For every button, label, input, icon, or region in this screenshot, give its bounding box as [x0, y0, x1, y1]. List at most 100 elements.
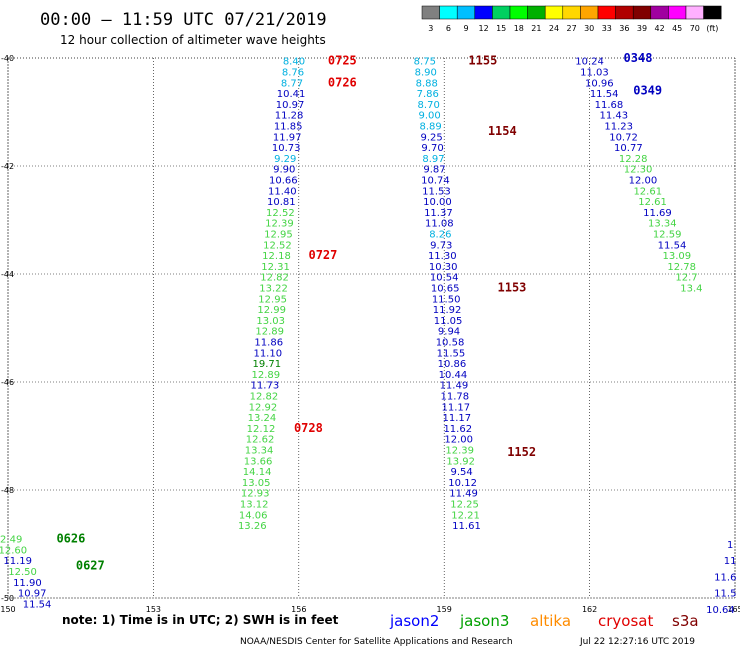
- swh-value-label: 8.89: [419, 122, 441, 133]
- swh-value-label: 12.52: [266, 208, 295, 219]
- swh-value-label: 12.49: [0, 535, 22, 546]
- swh-value-label: 12.62: [246, 435, 275, 446]
- colorbar-swatch: [685, 5, 704, 20]
- swh-value-label: 11.49: [440, 381, 469, 392]
- colorbar-label: (ft): [706, 24, 718, 33]
- swh-value-label: 11.54: [23, 599, 52, 610]
- swh-value-label: 10.72: [609, 132, 638, 143]
- swh-value-label: 13.05: [242, 478, 271, 489]
- pass-time-labels: 0725 0726 0727 0728 1155 1154 1153 1152 0348 0349…: [56, 51, 662, 573]
- swh-value-label: 11.90: [13, 578, 42, 589]
- swh-value-label: 10.41: [277, 89, 306, 100]
- pass-time-label: 1154: [488, 124, 517, 138]
- colorbar-swatch: [668, 5, 687, 20]
- satellite-legend-s3a: s3a: [672, 612, 699, 630]
- swh-value-label: 13.92: [446, 456, 475, 467]
- swh-value-label: 9.90: [273, 165, 295, 176]
- colorbar-swatch: [650, 5, 669, 20]
- swh-value-label: 9.00: [419, 111, 441, 122]
- y-tick-label: -40: [1, 54, 14, 63]
- colorbar-label: 12: [479, 24, 489, 33]
- swh-value-label: 10.44: [439, 370, 468, 381]
- colorbar-label: 42: [655, 24, 665, 33]
- chart-subtitle: 12 hour collection of altimeter wave hei…: [60, 33, 326, 47]
- swh-value-label: 13.66: [244, 456, 273, 467]
- pass-time-label: 0349: [633, 83, 662, 97]
- pass-time-label: 0626: [56, 532, 85, 546]
- swh-value-label: 11.43: [600, 111, 629, 122]
- swh-value-label: 12.30: [624, 165, 653, 176]
- swh-value-label: 11.17: [442, 413, 471, 424]
- chart-title: 00:00 – 11:59 UTC 07/21/2019: [40, 10, 327, 30]
- swh-value-label: 10.81: [267, 197, 296, 208]
- swh-value-label: 1: [727, 540, 733, 551]
- swh-value-label: 13.26: [238, 521, 267, 532]
- swh-value-label: 12.82: [250, 392, 279, 403]
- pass-time-label: 1153: [498, 281, 527, 295]
- satellite-legend-cryosat: cryosat: [598, 612, 653, 630]
- colorbar-label: 33: [602, 24, 612, 33]
- pass-time-label: 1155: [468, 54, 497, 68]
- colorbar-label: 15: [496, 24, 506, 33]
- swh-value-label: 11.40: [268, 186, 297, 197]
- swh-value-label: 10.65: [431, 284, 460, 295]
- map-grid: [7, 57, 736, 599]
- swh-value-label: 11.68: [595, 100, 624, 111]
- swh-value-label: 14.06: [239, 510, 268, 521]
- swh-value-label: 9.94: [438, 327, 460, 338]
- swh-value-label: 12.25: [450, 500, 479, 511]
- swh-value-label: 11.85: [274, 122, 303, 133]
- swh-value-label: 11.28: [275, 111, 304, 122]
- swh-value-label: 12.18: [262, 251, 291, 262]
- swh-value-label: 8.76: [282, 68, 304, 79]
- swh-value-label: 9.54: [451, 467, 473, 478]
- swh-value-label: 12.50: [8, 567, 37, 578]
- pass-time-label: 0726: [328, 75, 357, 89]
- swh-value-label: 8.26: [429, 230, 451, 241]
- colorbar-label: 21: [531, 24, 541, 33]
- swh-value-label: 12.39: [265, 219, 294, 230]
- swh-value-label: 12.61: [633, 186, 662, 197]
- swh-value-label: 13.34: [245, 446, 274, 457]
- credit-text: NOAA/NESDIS Center for Satellite Applica…: [240, 637, 513, 647]
- y-tick-label: -42: [1, 162, 14, 171]
- swh-value-label: 12.21: [451, 510, 480, 521]
- swh-value-label: 8.70: [418, 100, 440, 111]
- swh-value-label: 11.78: [441, 392, 470, 403]
- swh-value-label: 11.50: [432, 294, 461, 305]
- swh-value-label: 13.12: [240, 500, 269, 511]
- swh-value-label: 11.5: [714, 589, 736, 600]
- timestamp-text: Jul 22 12:27:16 UTC 2019: [579, 637, 695, 647]
- swh-value-label: 12.28: [619, 154, 648, 165]
- swh-value-label: 19.71: [252, 359, 281, 370]
- colorbar-swatch: [456, 5, 476, 20]
- colorbar-label: 36: [619, 24, 629, 33]
- colorbar-label: 3: [428, 24, 433, 33]
- swh-value-label: 11.61: [452, 521, 481, 532]
- y-tick-label: -46: [1, 378, 14, 387]
- colorbar-swatch: [421, 5, 440, 20]
- pass-time-label: 0728: [294, 421, 323, 435]
- swh-value-label: 11.54: [658, 240, 687, 251]
- colorbar-swatch: [527, 5, 546, 20]
- swh-value-label: 13.4: [680, 284, 702, 295]
- swh-value-label: 12.78: [667, 262, 696, 273]
- swh-value-label: 7.86: [417, 89, 439, 100]
- swh-value-label: 8.77: [281, 78, 303, 89]
- swh-value-label: 11.73: [251, 381, 280, 392]
- swh-value-label: 11.6: [714, 572, 736, 583]
- swh-value-label: 12.12: [247, 424, 276, 435]
- swh-value-label: 12.89: [252, 370, 281, 381]
- swh-value-label: 12.61: [638, 197, 667, 208]
- longitude-ticks: 150 153 156 159 162 165: [0, 605, 740, 614]
- swh-value-label: 10.00: [423, 197, 452, 208]
- y-tick-label: -44: [1, 270, 14, 279]
- colorbar-label: 30: [584, 24, 594, 33]
- swh-value-label: 12.00: [629, 176, 658, 187]
- x-tick-label: 162: [582, 605, 597, 614]
- swh-value-label: 10.96: [585, 78, 614, 89]
- swh-value-label: 10.74: [421, 176, 450, 187]
- footer-note: note: 1) Time is in UTC; 2) SWH is in fe…: [62, 613, 339, 627]
- swh-value-label: 8.90: [415, 68, 437, 79]
